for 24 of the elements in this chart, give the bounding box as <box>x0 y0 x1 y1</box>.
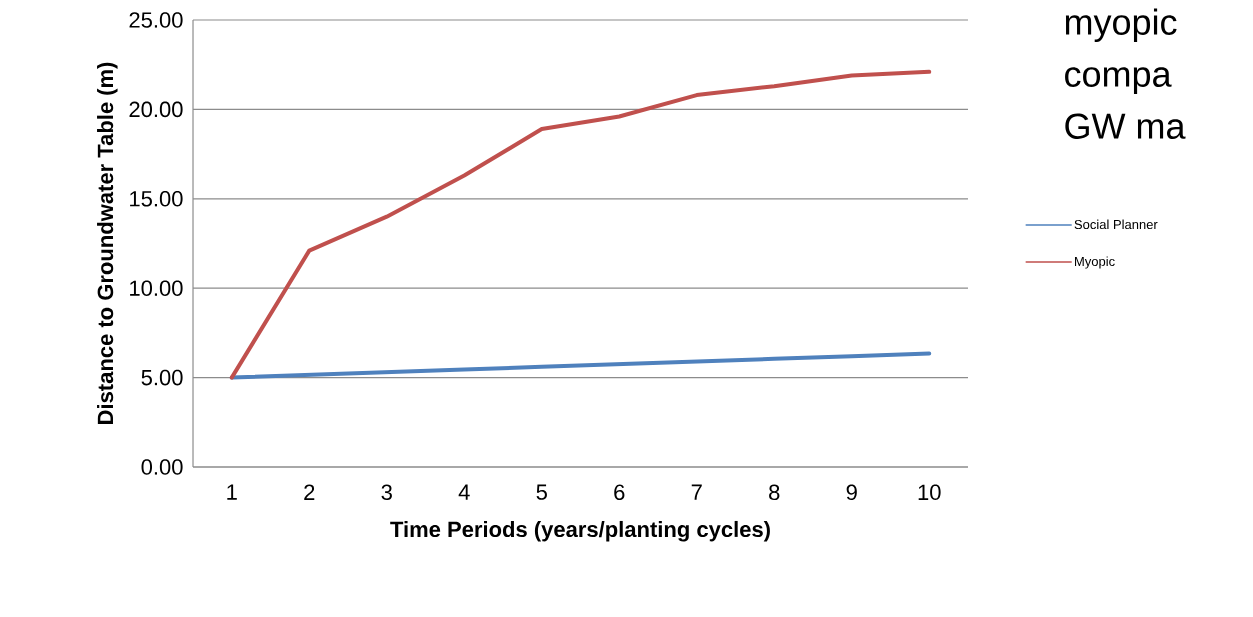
line-series <box>229 69 932 380</box>
x-tick-label: 6 <box>614 484 625 501</box>
x-tick-label: 9 <box>846 484 857 501</box>
y-tick-label: 10.00 <box>130 280 183 296</box>
y-tick-label: 15.00 <box>130 190 183 207</box>
x-tick-label: 1 <box>227 484 237 500</box>
x-tick-label: 7 <box>691 484 702 500</box>
legend-label: Social Planner <box>1074 219 1158 230</box>
legend-label: Myopic <box>1075 256 1115 269</box>
y-tick-label: 0.00 <box>141 459 183 475</box>
x-tick-label: 5 <box>536 484 547 500</box>
x-tick-label: 8 <box>769 484 780 501</box>
text: compa <box>1065 67 1172 95</box>
y-tick-label: 5.00 <box>141 369 183 386</box>
x-tick-label: 2 <box>304 484 315 500</box>
x-tick-label: 3 <box>381 484 392 501</box>
x-axis-title: Time Periods (years/planting cycles) <box>390 520 770 542</box>
y-axis-title: Distance to Groundwater Table (m) <box>97 62 118 424</box>
y-tick-label: 20.00 <box>129 101 183 118</box>
x-tick-label: 4 <box>458 484 470 500</box>
x-tick-label: 10 <box>918 484 941 501</box>
y-tick-label: 25.00 <box>129 12 183 28</box>
text: myopic <box>1065 8 1177 43</box>
text: GW ma <box>1065 113 1186 139</box>
